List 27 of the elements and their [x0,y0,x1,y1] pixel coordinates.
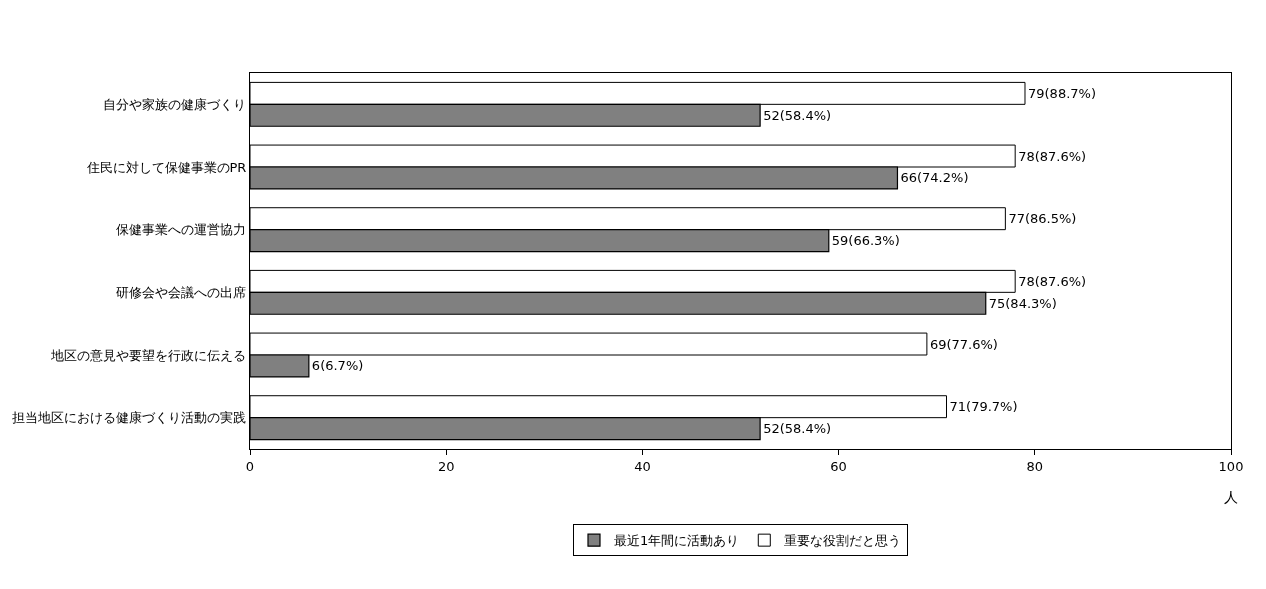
data-label: 79(88.7%) [1027,85,1096,101]
y-tick-label: 住民に対して保健事業のPR [85,159,247,175]
x-tick-label: 100 [1218,458,1244,474]
x-tick-label: 60 [830,458,847,474]
x-tick-label: 80 [1026,458,1044,474]
data-label: 78(87.6%) [1018,148,1087,164]
y-tick-label: 研修会や会議への出席 [116,284,247,300]
x-axis-title: 人 [1224,489,1238,505]
data-label: 78(87.6%) [1018,273,1087,289]
data-label: 66(74.2%) [900,170,969,186]
legend-label: 最近1年間に活動あり [614,533,740,549]
x-tick-label: 40 [634,458,651,474]
data-label: 52(58.4%) [763,421,832,437]
x-tick-label: 0 [245,458,255,474]
data-label: 71(79.7%) [949,399,1018,415]
x-tick-label: 20 [437,458,455,474]
y-tick-label: 地区の意見や要望を行政に伝える [50,347,247,363]
data-label: 59(66.3%) [831,233,900,249]
legend-label: 重要な役割だと思う [784,533,902,549]
data-label: 52(58.4%) [763,107,832,123]
y-tick-label: 保健事業への運営協力 [116,222,247,238]
data-label: 6(6.7%) [311,358,364,374]
data-label: 69(77.6%) [929,336,998,352]
y-tick-label: 自分や家族の健康づくり [103,96,247,112]
data-label: 75(84.3%) [988,295,1057,311]
data-label: 77(86.5%) [1008,211,1077,227]
y-tick-label: 担当地区における健康づくり活動の実践 [12,410,247,426]
